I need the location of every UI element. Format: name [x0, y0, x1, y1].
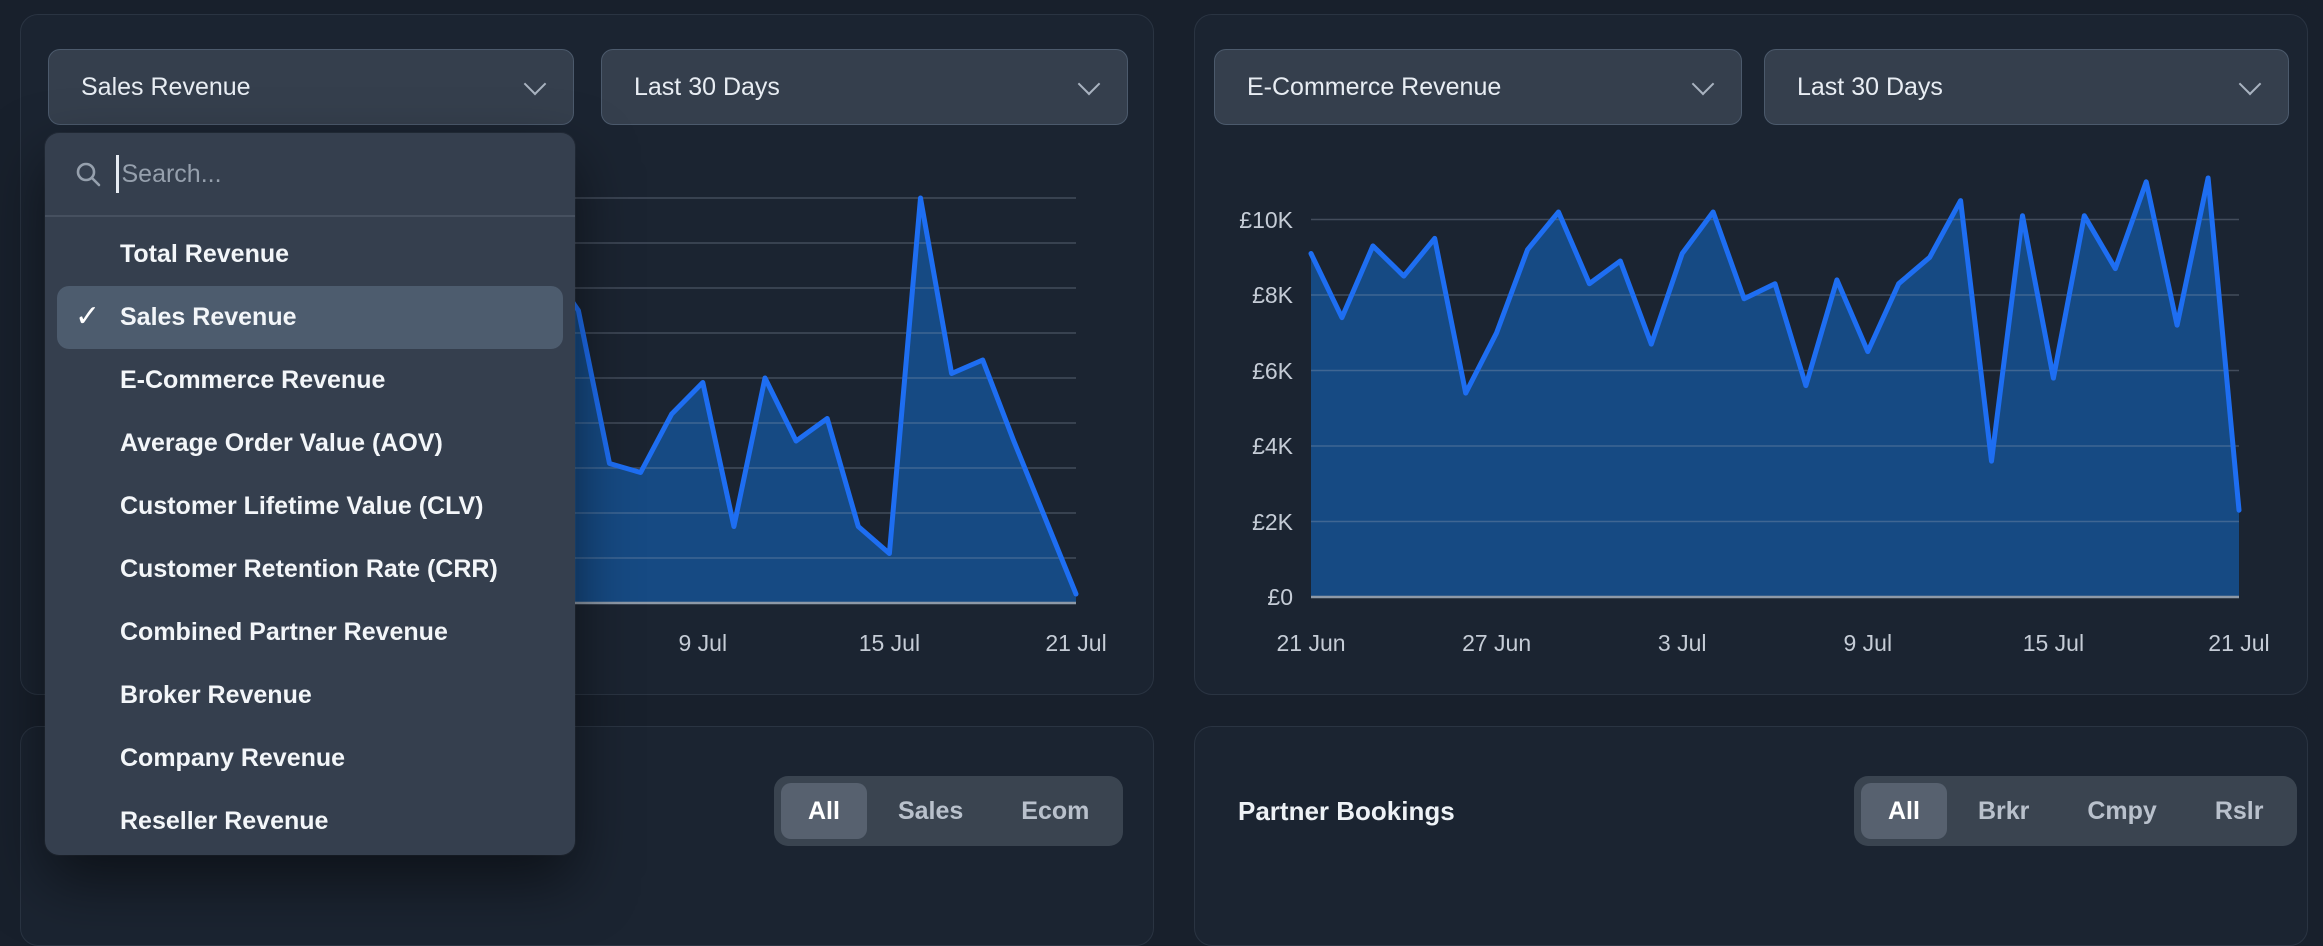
range-select-right[interactable]: Last 30 Days	[1764, 49, 2289, 125]
dropdown-item-label: E-Commerce Revenue	[120, 366, 386, 394]
partner-bookings-panel: Partner Bookings All Brkr Cmpy Rslr	[1194, 726, 2308, 946]
dropdown-item-label: Customer Retention Rate (CRR)	[120, 555, 498, 583]
dropdown-item[interactable]: Total Revenue	[57, 223, 563, 286]
dropdown-item-label: Customer Lifetime Value (CLV)	[120, 492, 484, 520]
dropdown-item[interactable]: Broker Revenue	[57, 664, 563, 727]
dropdown-item-label: Total Revenue	[120, 240, 290, 268]
dropdown-item-label: Reseller Revenue	[120, 807, 329, 835]
y-tick-label: £6K	[1252, 357, 1293, 384]
y-tick-label: £2K	[1252, 508, 1293, 535]
segment-sales[interactable]: Sales	[897, 796, 964, 825]
dropdown-item[interactable]: Combined Partner Revenue	[57, 601, 563, 664]
range-select-left[interactable]: Last 30 Days	[601, 49, 1128, 125]
metric-select-right-value: E-Commerce Revenue	[1247, 72, 1502, 101]
text-cursor	[116, 155, 119, 193]
dropdown-item[interactable]: Customer Retention Rate (CRR)	[57, 538, 563, 601]
metric-select-left[interactable]: Sales Revenue	[48, 49, 574, 125]
segment-brkr[interactable]: Brkr	[1977, 796, 2030, 825]
x-tick-label: 21 Jul	[1045, 630, 1107, 656]
segment-ecom[interactable]: Ecom	[1021, 796, 1090, 825]
y-tick-label: £8K	[1252, 282, 1293, 308]
ecommerce-revenue-area-chart	[1308, 175, 2242, 599]
x-tick-label: 9 Jul	[1843, 630, 1893, 656]
check-icon: ✓	[75, 299, 101, 333]
dropdown-item-list: Total Revenue ✓ Sales Revenue E-Commerce Re…	[45, 223, 575, 853]
dropdown-item[interactable]: E-Commerce Revenue	[57, 349, 563, 412]
dropdown-item-label: Sales Revenue	[120, 303, 297, 331]
dropdown-search-row	[45, 133, 575, 217]
dropdown-item[interactable]: Customer Lifetime Value (CLV)	[57, 475, 563, 538]
segment-cmpy[interactable]: Cmpy	[2087, 796, 2157, 825]
x-tick-label: 9 Jul	[678, 630, 728, 656]
x-tick-label: 21 Jun	[1276, 630, 1346, 656]
range-select-right-value: Last 30 Days	[1797, 72, 1943, 101]
segment-rslr[interactable]: Rslr	[2214, 796, 2264, 825]
dropdown-item-label: Combined Partner Revenue	[120, 618, 448, 646]
search-icon	[76, 162, 101, 186]
y-tick-label: £4K	[1252, 433, 1293, 459]
metric-dropdown-menu: Total Revenue ✓ Sales Revenue E-Commerce Re…	[45, 133, 575, 855]
segment-all[interactable]: All	[1861, 783, 1947, 839]
metric-select-left-value: Sales Revenue	[81, 72, 251, 101]
metric-select-right[interactable]: E-Commerce Revenue	[1214, 49, 1742, 125]
dropdown-item[interactable]: Average Order Value (AOV)	[57, 412, 563, 475]
dropdown-item[interactable]: ✓ Sales Revenue	[57, 286, 563, 349]
sales-bookings-filter: All Sales Ecom	[774, 776, 1124, 846]
y-tick-label: £0	[1267, 584, 1293, 610]
y-tick-label: £10K	[1239, 206, 1293, 233]
ecommerce-revenue-panel: E-Commerce Revenue Last 30 Days £0 £2K £4K…	[1194, 14, 2308, 695]
dropdown-item-label: Broker Revenue	[120, 681, 312, 709]
dropdown-item-label: Average Order Value (AOV)	[120, 429, 443, 457]
dropdown-item[interactable]: Company Revenue	[57, 727, 563, 790]
x-tick-label: 3 Jul	[1657, 630, 1707, 656]
dropdown-item-label: Company Revenue	[120, 744, 346, 772]
partner-bookings-filter: All Brkr Cmpy Rslr	[1854, 776, 2298, 846]
dashboard: Sales Revenue Last 30 Days 21 Jun 27 Jun 3…	[20, 14, 2308, 946]
x-tick-label: 27 Jun	[1462, 630, 1532, 656]
dropdown-search-input[interactable]	[121, 159, 551, 189]
x-tick-label: 15 Jul	[858, 630, 921, 656]
segment-all[interactable]: All	[781, 783, 867, 839]
x-tick-label: 21 Jul	[2208, 630, 2270, 656]
range-select-left-value: Last 30 Days	[634, 72, 780, 101]
dropdown-item[interactable]: Reseller Revenue	[57, 790, 563, 853]
x-tick-label: 15 Jul	[2022, 630, 2085, 656]
partner-bookings-title: Partner Bookings	[1238, 796, 1455, 826]
